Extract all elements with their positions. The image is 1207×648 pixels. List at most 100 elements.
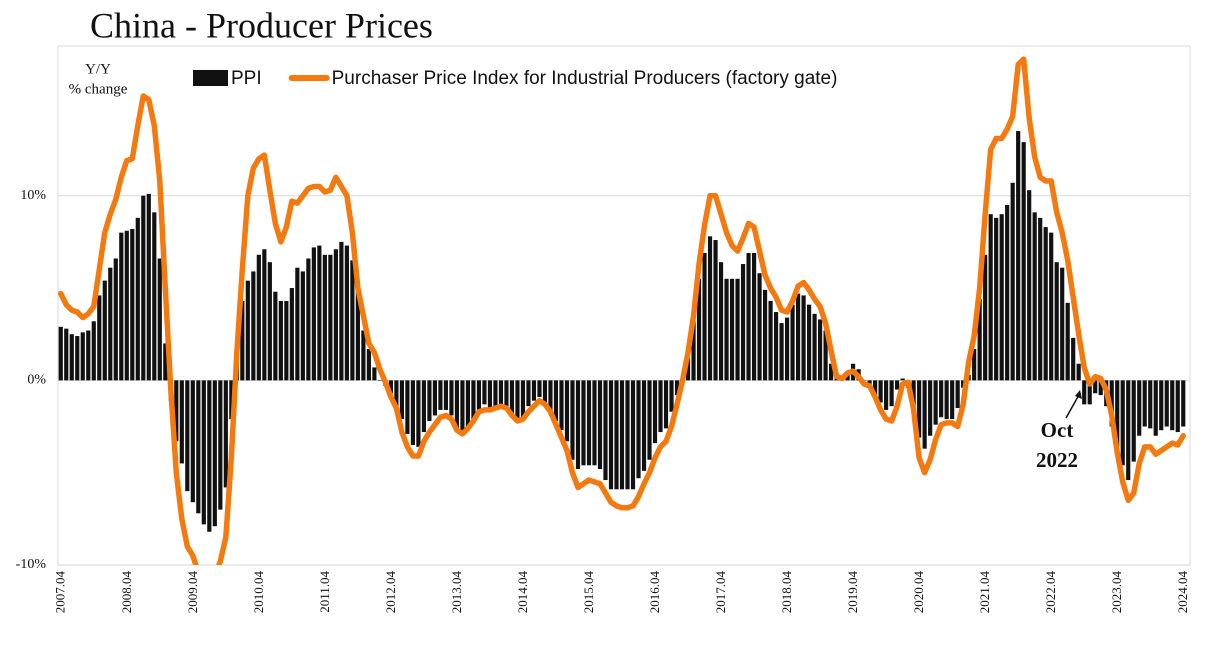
legend-label: Purchaser Price Index for Industrial Pro…	[332, 68, 838, 89]
bar	[1175, 380, 1180, 433]
bar	[322, 254, 327, 381]
bar	[201, 380, 206, 525]
bar	[174, 380, 179, 442]
bar	[608, 380, 614, 490]
bar	[669, 380, 674, 412]
bar	[509, 380, 515, 418]
bar	[520, 380, 526, 418]
bar	[443, 380, 449, 410]
bar	[790, 304, 795, 381]
bar	[454, 380, 460, 429]
bar	[333, 249, 338, 381]
bar	[917, 380, 922, 438]
annotation-text: Oct	[1041, 418, 1074, 442]
y-tick-label: 10%	[20, 188, 46, 203]
bar	[691, 319, 696, 381]
bar	[278, 300, 283, 381]
annotation: Oct 2022	[1036, 390, 1082, 472]
bar	[570, 380, 575, 460]
bar	[229, 380, 234, 420]
bar	[460, 380, 465, 434]
bar	[1087, 380, 1092, 405]
bar	[190, 380, 195, 503]
bar	[1082, 380, 1087, 405]
bar	[86, 330, 91, 381]
bar	[1148, 380, 1153, 429]
bar	[427, 380, 432, 421]
bar	[955, 380, 960, 409]
bar	[713, 240, 718, 381]
bar	[812, 313, 817, 381]
bar	[1120, 380, 1125, 466]
bar	[1005, 204, 1010, 381]
bar	[729, 278, 735, 381]
bar	[801, 295, 806, 381]
bar	[377, 380, 382, 381]
bar	[361, 330, 366, 381]
x-tick-label: 2008.04	[119, 571, 134, 614]
x-tick-label: 2007.04	[53, 571, 68, 614]
bar	[207, 380, 212, 532]
bar	[768, 300, 773, 381]
line	[58, 56, 1186, 565]
bar	[295, 267, 300, 381]
bar	[537, 380, 542, 397]
bar	[614, 380, 619, 490]
bar	[1016, 131, 1021, 381]
x-tick-label: 2015.04	[581, 571, 596, 614]
bar	[152, 212, 157, 381]
bar	[487, 380, 493, 409]
y-tick-label: -10%	[16, 557, 47, 572]
bar	[64, 328, 69, 381]
bar	[977, 299, 982, 381]
bar	[102, 280, 107, 381]
annotation-text: 2022	[1036, 448, 1078, 472]
bar	[80, 332, 85, 381]
bar	[526, 380, 531, 407]
bar	[223, 380, 228, 488]
bar	[889, 380, 894, 407]
bar	[179, 380, 184, 464]
bar	[1153, 380, 1158, 436]
y-axis-label: Y/Y	[85, 61, 111, 77]
bar	[636, 380, 641, 479]
bar	[416, 380, 421, 447]
bar	[498, 380, 504, 407]
bar	[471, 380, 476, 423]
bar	[1181, 380, 1186, 427]
bar	[564, 380, 570, 442]
bar	[757, 273, 762, 381]
bar	[245, 280, 250, 381]
bar	[829, 363, 834, 381]
bar	[421, 380, 427, 433]
bar	[999, 214, 1004, 381]
bar	[559, 380, 564, 431]
bar	[625, 380, 630, 490]
bars	[58, 131, 1186, 532]
bar	[630, 380, 636, 490]
bar	[284, 300, 289, 381]
bar	[1115, 380, 1120, 447]
bar	[185, 380, 190, 492]
bar	[575, 380, 581, 469]
bar	[328, 254, 333, 381]
bar	[773, 312, 779, 381]
bar	[878, 380, 883, 403]
lines	[58, 56, 1186, 565]
legend-swatch	[193, 70, 228, 86]
bar	[884, 380, 889, 410]
bar	[735, 278, 740, 381]
bar	[707, 236, 713, 381]
bar	[553, 380, 559, 421]
bar	[1170, 380, 1175, 431]
x-tick-label: 2010.04	[251, 571, 266, 614]
bar	[141, 195, 146, 381]
bar	[146, 193, 151, 381]
bar	[119, 232, 124, 381]
bar	[873, 380, 878, 396]
bar	[75, 336, 80, 381]
bar	[163, 343, 168, 381]
x-tick-label: 2020.04	[911, 571, 926, 614]
bar	[1076, 363, 1081, 381]
bar	[388, 380, 393, 394]
